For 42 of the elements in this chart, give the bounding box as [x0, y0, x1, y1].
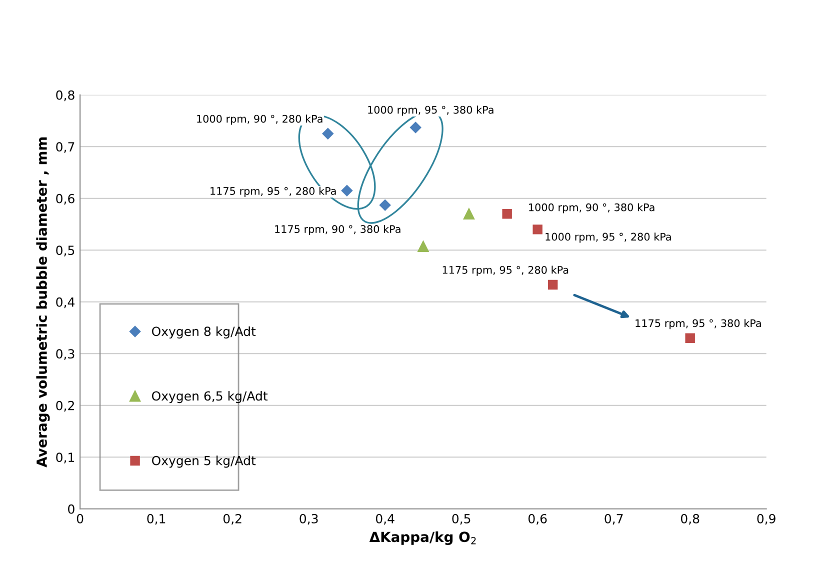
x-tick-label: 0,9	[757, 514, 776, 525]
x-tick-label: 0,3	[300, 514, 318, 525]
x-tick-label: 0,1	[147, 514, 166, 525]
point	[379, 199, 391, 211]
y-tick-label: 0,3	[56, 349, 74, 360]
x-tick-label: 0,4	[376, 514, 394, 525]
annotation: 1175 rpm, 95 °, 280 kPa	[210, 186, 336, 197]
annotation: 1000 rpm, 95 °, 280 kPa	[546, 232, 671, 243]
y-tick-label: 0	[68, 504, 74, 514]
y-tick-label: 0,6	[56, 194, 74, 205]
x-axis-title: ΔKappa/kg O$_{2}$	[369, 531, 476, 545]
y-tick-label: 0,4	[56, 297, 75, 308]
point	[322, 128, 334, 140]
x-tick-label: 0,7	[604, 514, 623, 525]
point	[502, 209, 512, 219]
point	[685, 333, 695, 343]
point	[548, 280, 558, 290]
x-tick-label: 0,8	[680, 514, 700, 525]
annotation: 1175 rpm, 90 °, 380 kPa	[275, 224, 400, 236]
y-tick-label: 0,2	[56, 400, 74, 412]
point	[418, 240, 429, 252]
y-tick-label: 0,8	[56, 90, 74, 102]
x-tick-label: 0,5	[452, 514, 470, 525]
legend-label: Oxygen 8 kg/Adt	[152, 326, 256, 339]
y-tick-label: 0,5	[56, 246, 74, 256]
point	[341, 185, 353, 196]
y-tick-label: 0,1	[56, 452, 74, 464]
x-tick-label: 0,6	[528, 514, 547, 525]
annotation: 1000 rpm, 95 °, 380 kPa	[368, 106, 494, 116]
annotation: 1175 rpm, 95 °, 280 kPa	[442, 266, 568, 276]
annotation: 1000 rpm, 90 °, 280 kPa	[197, 114, 322, 125]
y-tick-label: 0,7	[56, 142, 74, 153]
legend-label: Oxygen 6,5 kg/Adt	[152, 391, 268, 404]
legend-label: Oxygen 5 kg/Adt	[152, 456, 256, 468]
x-tick-label: 0,2	[223, 514, 242, 525]
x-tick-label: 0	[76, 514, 84, 524]
annotation: 1175 rpm, 95 °, 380 kPa	[636, 319, 761, 330]
point	[410, 122, 422, 134]
point	[463, 208, 475, 220]
annotation: 1000 rpm, 90 °, 380 kPa	[529, 203, 654, 214]
y-axis-title: Average volumetric bubble diameter , mm	[36, 137, 50, 468]
point	[532, 224, 542, 234]
